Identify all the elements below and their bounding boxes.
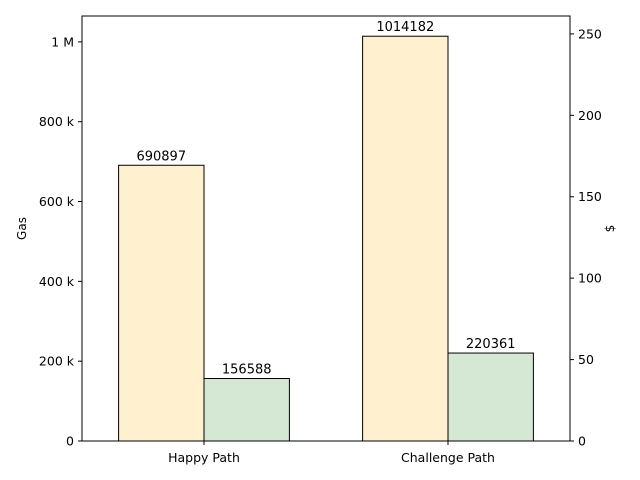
bar-value-label: 690897	[136, 149, 186, 164]
y2-tick-label: 100	[578, 271, 602, 286]
y-tick-label: 600 k	[39, 194, 75, 209]
bar-value-labels: 690897 1014182 156588 220361	[136, 20, 515, 377]
bars-layer	[118, 35, 534, 442]
bar-value-label: 1014182	[376, 20, 434, 35]
y-tick-label: 200 k	[39, 354, 75, 369]
bar-value-label: 156588	[222, 363, 272, 378]
y2-tick-label: 0	[578, 434, 586, 449]
y2-axis-label: $	[603, 225, 617, 233]
y2-tick-label: 50	[578, 352, 594, 367]
bar-series-2-happy-path	[203, 378, 290, 442]
y-tick-label: 0	[66, 434, 74, 449]
x-tick-label: Challenge Path	[401, 450, 495, 465]
bar-series-1-challenge-path	[362, 35, 449, 442]
y-tick-label: 800 k	[39, 114, 75, 129]
x-tick-label: Happy Path	[168, 450, 240, 465]
y-axis-label: Gas	[15, 217, 29, 240]
y2-tick-label: 200	[578, 108, 602, 123]
bar-value-label: 220361	[466, 337, 516, 352]
y-tick-label: 1 M	[51, 34, 74, 49]
plot-frame	[81, 15, 571, 442]
y2-tick-label: 150	[578, 189, 602, 204]
x-axis: Happy Path Challenge Path	[168, 441, 495, 465]
y2-tick-label: 250	[578, 26, 602, 41]
y-tick-label: 400 k	[39, 274, 75, 289]
bar-series-2-challenge-path	[447, 352, 534, 442]
y-axis-right: 0 50 100 150 200 250	[570, 26, 602, 449]
bar-series-1-happy-path	[118, 164, 205, 442]
y-axis-left: 0 200 k 400 k 600 k 800 k 1 M	[39, 34, 82, 449]
